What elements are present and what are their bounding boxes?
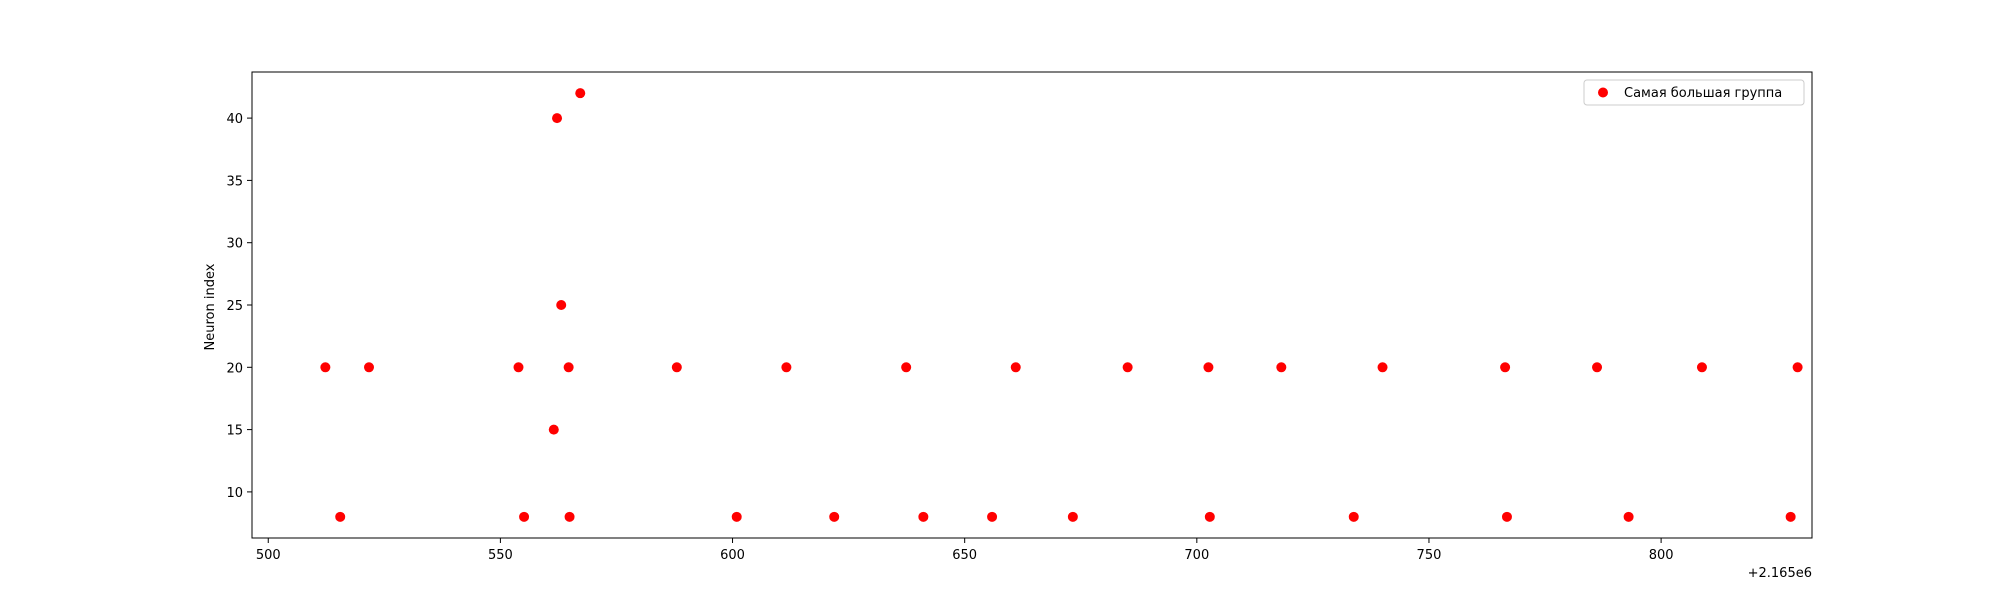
data-point: [575, 88, 586, 99]
data-point: [1348, 511, 1359, 522]
data-point: [1010, 362, 1021, 373]
data-point: [548, 424, 559, 435]
data-point: [1501, 511, 1512, 522]
data-point: [1785, 511, 1796, 522]
data-point: [556, 300, 567, 310]
data-point: [564, 511, 575, 522]
data-point: [552, 113, 563, 124]
y-tick-label: 20: [226, 361, 243, 376]
data-point: [987, 511, 998, 522]
data-point: [1500, 362, 1511, 373]
data-point: [1067, 511, 1078, 522]
data-point: [364, 362, 374, 373]
x-axis: 500 550 600 650 700 750 800: [256, 538, 1674, 563]
data-point: [829, 511, 840, 522]
x-tick-label: 550: [488, 548, 513, 563]
data-point: [918, 511, 929, 522]
data-point: [731, 511, 742, 522]
data-point: [1276, 362, 1287, 373]
data-point: [1623, 511, 1634, 522]
x-tick-label: 650: [952, 548, 977, 563]
y-tick-label: 25: [226, 299, 243, 314]
x-tick-label: 750: [1417, 548, 1442, 563]
x-tick-label: 800: [1649, 548, 1674, 563]
data-point: [781, 362, 792, 373]
y-tick-label: 10: [226, 486, 243, 501]
data-point: [901, 362, 912, 373]
y-tick-label: 15: [226, 424, 243, 439]
data-point: [1122, 362, 1133, 373]
y-tick-label: 30: [226, 237, 243, 252]
x-tick-label: 700: [1184, 548, 1209, 563]
legend-marker: [1598, 87, 1608, 98]
legend-box: [1583, 79, 1805, 106]
y-tick-label: 40: [226, 112, 243, 127]
x-offset-label: +2.165e6: [1748, 566, 1812, 581]
data-point: [671, 362, 682, 373]
y-tick-label: 35: [226, 174, 243, 189]
legend-label: Самая большая группа: [1624, 86, 1782, 101]
data-point: [1792, 362, 1803, 373]
y-axis: 10 15 20 25 30 35 40: [226, 112, 252, 501]
data-point: [519, 511, 530, 522]
y-axis-label: Neuron index: [203, 263, 218, 350]
data-point: [513, 362, 524, 373]
data-points: [320, 88, 1803, 522]
data-point: [335, 511, 346, 522]
data-point: [320, 362, 331, 373]
data-point: [1203, 362, 1214, 373]
data-point: [1377, 362, 1388, 373]
data-point: [563, 362, 574, 373]
x-tick-label: 500: [256, 548, 281, 563]
x-tick-label: 600: [720, 548, 745, 563]
legend: Самая большая группа: [1583, 79, 1805, 106]
data-point: [1696, 362, 1707, 373]
data-point: [1592, 362, 1603, 373]
data-point: [1204, 511, 1215, 522]
